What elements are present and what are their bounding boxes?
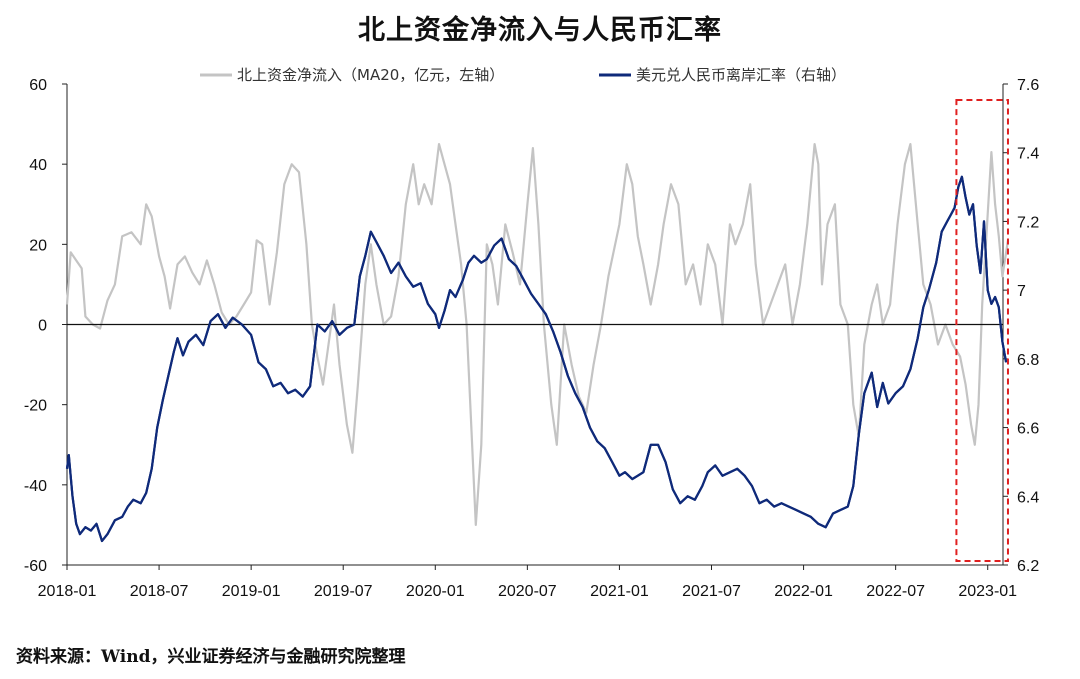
x-tick-label: 2022-01 [774,583,833,600]
x-tick-label: 2019-07 [314,583,373,600]
right-tick-label: 7 [1017,283,1026,300]
right-tick-label: 6.4 [1017,489,1039,506]
x-tick-label: 2023-01 [958,583,1017,600]
right-tick-label: 7.6 [1017,77,1039,94]
legend: 北上资金净流入（MA20，亿元，左轴） 美元兑人民币离岸汇率（右轴） [200,66,846,84]
right-tick-label: 7.2 [1017,214,1039,231]
x-tick-label: 2018-01 [38,583,97,600]
series-line-fx-overlay [65,175,1008,543]
left-tick-label: -60 [24,558,47,575]
left-tick-label: 20 [29,237,47,254]
x-axis-ticks: 2018-01 2018-07 2019-01 2019-07 2020-01 2020-… [38,565,1017,600]
right-tick-label: 6.2 [1017,558,1039,575]
x-tick-label: 2020-07 [498,583,557,600]
left-tick-label: -40 [24,478,47,495]
x-tick-label: 2022-07 [866,583,925,600]
series-line-fx [65,175,1008,543]
left-axis-ticks: 60 40 20 0 -20 -40 -60 [24,77,67,575]
legend-label-inflow: 北上资金净流入（MA20，亿元，左轴） [237,66,504,84]
x-tick-label: 2021-07 [682,583,741,600]
chart-title: 北上资金净流入与人民币汇率 [358,15,722,46]
source-note: 资料来源：Wind，兴业证券经济与金融研究院整理 [16,647,406,667]
x-tick-label: 2018-07 [130,583,189,600]
left-tick-label: 0 [38,318,47,335]
right-tick-label: 7.4 [1017,146,1039,163]
left-tick-label: 60 [29,77,47,94]
right-tick-label: 6.6 [1017,421,1039,438]
left-tick-label: 40 [29,157,47,174]
x-tick-label: 2020-01 [406,583,465,600]
series-line-inflow [65,143,1010,527]
x-tick-label: 2021-01 [590,583,649,600]
highlight-box [955,99,1009,562]
left-tick-label: -20 [24,398,47,415]
x-tick-label: 2019-01 [222,583,281,600]
right-tick-label: 6.8 [1017,352,1039,369]
legend-label-fx: 美元兑人民币离岸汇率（右轴） [636,66,846,84]
